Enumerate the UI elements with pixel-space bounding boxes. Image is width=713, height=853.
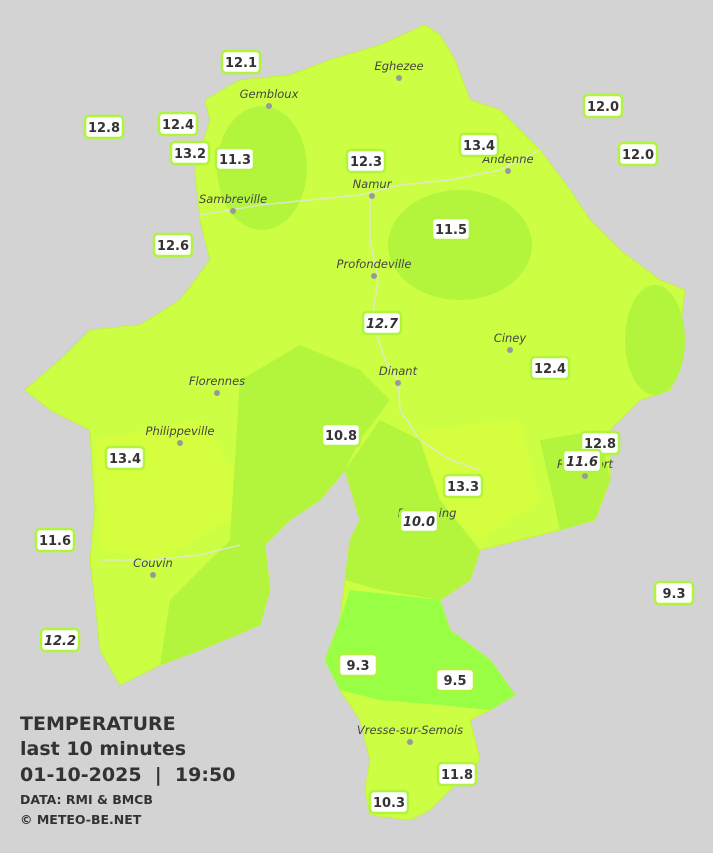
station-box	[398, 508, 440, 534]
city-label: Dinant	[379, 364, 418, 378]
station-box	[561, 448, 603, 474]
legend-title: TEMPERATURE	[20, 713, 176, 735]
legend-credit: © METEO-BE.NET	[20, 812, 142, 827]
station-box	[442, 473, 484, 499]
city-dot	[150, 572, 156, 578]
station-reading: 12.6	[157, 239, 189, 254]
station-box	[83, 114, 125, 140]
city-label: Vresse-sur-Semois	[357, 723, 463, 737]
station-reading: 11.3	[219, 153, 251, 168]
station-reading: 13.4	[463, 139, 495, 154]
station-box	[653, 580, 695, 606]
station-reading: 12.8	[88, 121, 120, 136]
city-label: Philippeville	[146, 424, 215, 438]
station-box	[617, 141, 659, 167]
station-box	[214, 146, 256, 172]
city-label: Eghezee	[374, 59, 423, 73]
city-dot	[369, 193, 375, 199]
city-dot	[395, 380, 401, 386]
station-reading: 12.0	[622, 148, 654, 163]
warm-zone	[95, 420, 540, 560]
station-reading: 11.8	[441, 768, 473, 783]
city-dot	[230, 208, 236, 214]
city-dot	[177, 440, 183, 446]
station-reading: 11.6	[566, 455, 598, 470]
station-reading: 10.3	[373, 796, 405, 811]
station-box	[169, 140, 211, 166]
station-box	[458, 132, 500, 158]
city-label: Sambreville	[199, 192, 267, 206]
cool-zone	[625, 285, 685, 395]
city-label: Gembloux	[240, 87, 299, 101]
layer: EghezeeGemblouxAndenneNamurSambrevillePr…	[34, 49, 695, 815]
station-box	[430, 216, 472, 242]
station-reading: 10.0	[403, 515, 435, 530]
station-reading: 9.3	[662, 587, 685, 602]
station-reading: 9.5	[443, 674, 466, 689]
station-box	[361, 310, 403, 336]
station-reading: 12.4	[534, 362, 566, 377]
legend-subtitle: last 10 minutes	[20, 738, 186, 760]
city-dot	[214, 390, 220, 396]
station-box	[104, 445, 146, 471]
station-box	[368, 789, 410, 815]
legend-datetime: 01-10-2025 | 19:50	[20, 764, 235, 786]
station-box	[157, 111, 199, 137]
station-box	[220, 49, 262, 75]
city-dot	[266, 103, 272, 109]
station-box	[582, 93, 624, 119]
station-reading: 11.5	[435, 223, 467, 238]
station-box	[436, 761, 478, 787]
station-reading: 12.1	[225, 56, 257, 71]
station-reading: 12.2	[44, 634, 76, 649]
station-reading: 11.6	[39, 534, 71, 549]
station-box	[152, 232, 194, 258]
city-label: Profondeville	[337, 257, 412, 271]
station-reading: 12.8	[584, 437, 616, 452]
city-label: Couvin	[133, 556, 173, 570]
cool-zone	[388, 190, 532, 300]
city-dot	[507, 347, 513, 353]
city-label: Ciney	[494, 331, 527, 345]
station-box	[320, 422, 362, 448]
station-reading: 12.3	[350, 155, 382, 170]
city-dot	[371, 273, 377, 279]
station-reading: 9.3	[346, 659, 369, 674]
station-box	[345, 148, 387, 174]
station-box	[434, 667, 476, 693]
station-reading: 12.7	[366, 317, 399, 332]
city-label: Florennes	[189, 374, 245, 388]
station-box	[39, 627, 81, 653]
city-dot	[396, 75, 402, 81]
station-reading: 13.3	[447, 480, 479, 495]
station-box	[34, 527, 76, 553]
cool-zone	[345, 420, 610, 600]
station-box	[529, 355, 571, 381]
city-dot	[407, 739, 413, 745]
station-reading: 13.2	[174, 147, 206, 162]
city-dot	[505, 168, 511, 174]
station-reading: 13.4	[109, 452, 141, 467]
river	[100, 149, 541, 561]
cool-zone	[217, 106, 307, 230]
station-box	[337, 652, 379, 678]
city-dot	[582, 473, 588, 479]
legend-source: DATA: RMI & BMCB	[20, 792, 153, 807]
station-reading: 10.8	[325, 429, 357, 444]
city-label: Namur	[353, 177, 393, 191]
station-reading: 12.0	[587, 100, 619, 115]
station-reading: 12.4	[162, 118, 194, 133]
